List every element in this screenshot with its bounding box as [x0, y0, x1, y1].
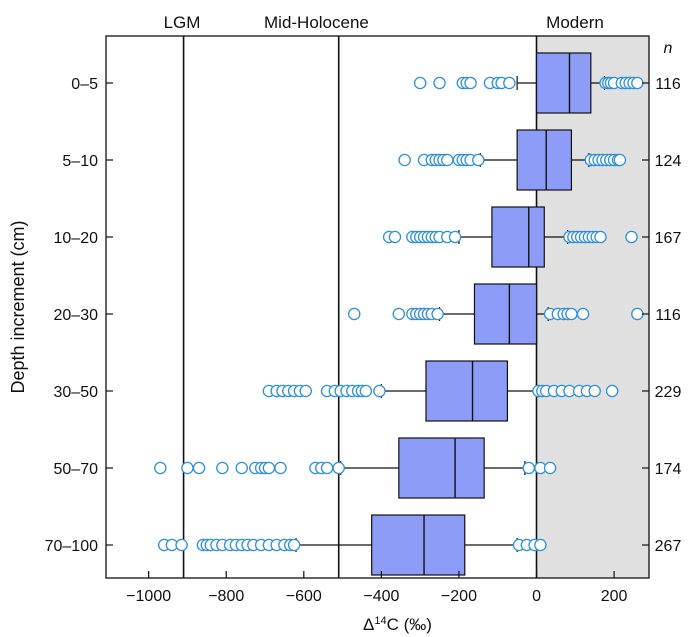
- n-value: 167: [655, 230, 682, 247]
- outlier-point: [433, 76, 446, 90]
- y-tick-label: 10–20: [54, 230, 99, 247]
- iqr-box: [371, 514, 466, 576]
- outlier-point: [464, 76, 477, 90]
- outlier-point: [625, 230, 638, 244]
- outlier-point: [347, 307, 361, 321]
- outlier-point: [287, 538, 301, 552]
- n-value: 174: [655, 461, 682, 478]
- box-group-6: [154, 437, 557, 499]
- outlier-point: [388, 230, 402, 244]
- iqr-box: [473, 283, 538, 345]
- outlier-point: [448, 230, 462, 244]
- outlier-point: [299, 384, 312, 398]
- iqr-box: [491, 206, 545, 268]
- outlier-point: [175, 538, 188, 552]
- outlier-point: [320, 461, 334, 475]
- outlier-point: [154, 461, 167, 475]
- plot-frame: [105, 35, 650, 579]
- y-tick-label: 50–70: [54, 461, 99, 478]
- outlier-point: [192, 461, 206, 475]
- x-tick-label: −400: [363, 588, 399, 605]
- outlier-point: [441, 153, 454, 167]
- n-value: 267: [655, 538, 682, 555]
- box-group-3: [382, 206, 638, 268]
- outlier-point: [332, 461, 345, 475]
- x-tick-label: −1000: [126, 588, 171, 605]
- outlier-point: [594, 230, 607, 244]
- n-value: 116: [655, 76, 681, 93]
- outlier-point: [565, 307, 578, 321]
- n-value: 124: [655, 153, 682, 170]
- x-tick-label: 200: [601, 588, 628, 605]
- box-group-5: [262, 360, 619, 422]
- y-tick-label: 0–5: [71, 76, 98, 93]
- outlier-point: [472, 153, 485, 167]
- x-tick-label: −600: [286, 588, 322, 605]
- box-group-1: [413, 52, 644, 114]
- reference-label-1: LGM: [164, 13, 201, 32]
- outlier-point: [262, 461, 276, 475]
- outlier-point: [359, 384, 373, 398]
- x-tick-label: −800: [208, 588, 244, 605]
- iqr-box: [516, 129, 573, 191]
- x-tick-label: 0: [532, 588, 541, 605]
- iqr-box: [398, 437, 485, 499]
- box-group-2: [398, 129, 627, 191]
- outlier-point: [373, 384, 386, 398]
- iqr-box: [535, 52, 592, 114]
- outlier-point: [534, 538, 547, 552]
- outlier-point: [398, 153, 411, 167]
- outlier-point: [605, 384, 619, 398]
- outlier-point: [431, 307, 444, 321]
- outlier-point: [181, 461, 194, 475]
- axis-layer: LGM Mid-Holocene Modern 0–5 116 5–10 124 10–20 1…: [8, 13, 681, 634]
- outlier-point: [588, 384, 601, 398]
- y-tick-label: 30–50: [54, 384, 99, 401]
- n-value: 116: [655, 307, 681, 324]
- outlier-point: [631, 307, 644, 321]
- x-axis-label: Δ14C (‰): [363, 615, 432, 634]
- y-axis-label: Depth increment (cm): [8, 220, 28, 393]
- outlier-point: [235, 461, 248, 475]
- outlier-point: [413, 76, 427, 90]
- plot-layer: [154, 36, 649, 578]
- outlier-point: [613, 153, 627, 167]
- modern-shaded-region: [536, 36, 649, 578]
- box-group-4: [347, 283, 644, 345]
- x-tick-label: −200: [441, 588, 477, 605]
- outlier-point: [543, 461, 557, 475]
- outlier-point: [631, 76, 644, 90]
- outlier-point: [522, 461, 536, 475]
- n-header: n: [664, 40, 673, 57]
- n-value: 229: [655, 384, 682, 401]
- outlier-point: [274, 461, 287, 475]
- outlier-point: [503, 76, 516, 90]
- iqr-box: [425, 360, 509, 422]
- outlier-point: [216, 461, 229, 475]
- y-tick-label: 70–100: [45, 538, 98, 555]
- outlier-point: [392, 307, 406, 321]
- reference-label-3: Modern: [546, 13, 604, 32]
- outlier-point: [576, 307, 590, 321]
- y-tick-label: 5–10: [62, 153, 98, 170]
- box-group-7: [157, 514, 547, 576]
- reference-label-2: Mid-Holocene: [264, 13, 369, 32]
- y-tick-label: 20–30: [54, 307, 99, 324]
